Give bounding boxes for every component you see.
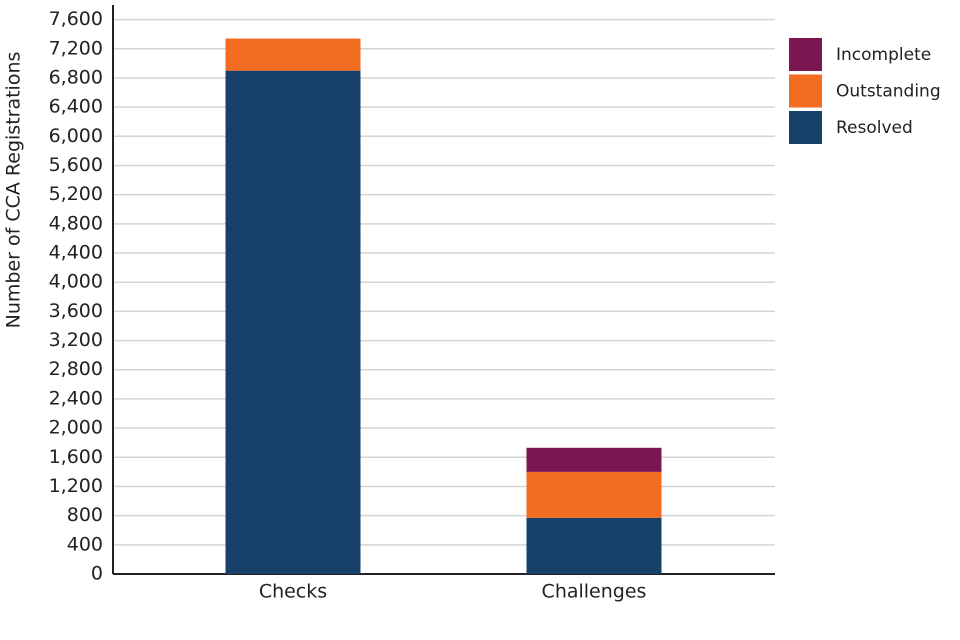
y-tick-label: 400 bbox=[67, 533, 103, 555]
y-tick-label: 1,200 bbox=[49, 475, 103, 497]
legend-swatch bbox=[789, 74, 822, 108]
y-tick-label: 2,000 bbox=[49, 417, 103, 439]
y-tick-label: 4,400 bbox=[49, 242, 103, 264]
y-tick-label: 7,600 bbox=[49, 8, 103, 30]
bar-segment bbox=[225, 70, 361, 575]
legend-swatch bbox=[789, 38, 822, 71]
y-tick-label: 3,600 bbox=[49, 300, 103, 322]
x-tick-label: Checks bbox=[259, 581, 327, 603]
bar-segment bbox=[526, 471, 662, 518]
y-tick-label: 2,400 bbox=[49, 387, 103, 409]
y-tick-label: 6,000 bbox=[49, 125, 103, 147]
y-tick-label: 0 bbox=[91, 563, 103, 585]
bar-segment bbox=[526, 517, 662, 574]
legend-label: Incomplete bbox=[836, 45, 931, 65]
legend-label: Resolved bbox=[836, 118, 913, 138]
y-tick-label: 6,800 bbox=[49, 66, 103, 88]
y-tick-label: 7,200 bbox=[49, 37, 103, 59]
y-tick-label: 5,200 bbox=[49, 183, 103, 205]
y-tick-label: 1,600 bbox=[49, 446, 103, 468]
y-tick-label: 5,600 bbox=[49, 154, 103, 176]
y-tick-label: 4,000 bbox=[49, 271, 103, 293]
bar-segment bbox=[225, 38, 361, 71]
y-tick-label: 2,800 bbox=[49, 358, 103, 380]
y-axis-label: Number of CCA Registrations bbox=[3, 52, 25, 329]
legend-label: Outstanding bbox=[836, 82, 941, 102]
y-tick-label: 800 bbox=[67, 504, 103, 526]
legend-swatch bbox=[789, 111, 822, 144]
bar-segment bbox=[526, 447, 662, 472]
y-tick-label: 3,200 bbox=[49, 329, 103, 351]
x-tick-label: Challenges bbox=[542, 581, 647, 603]
y-tick-label: 4,800 bbox=[49, 212, 103, 234]
y-tick-label: 6,400 bbox=[49, 96, 103, 118]
